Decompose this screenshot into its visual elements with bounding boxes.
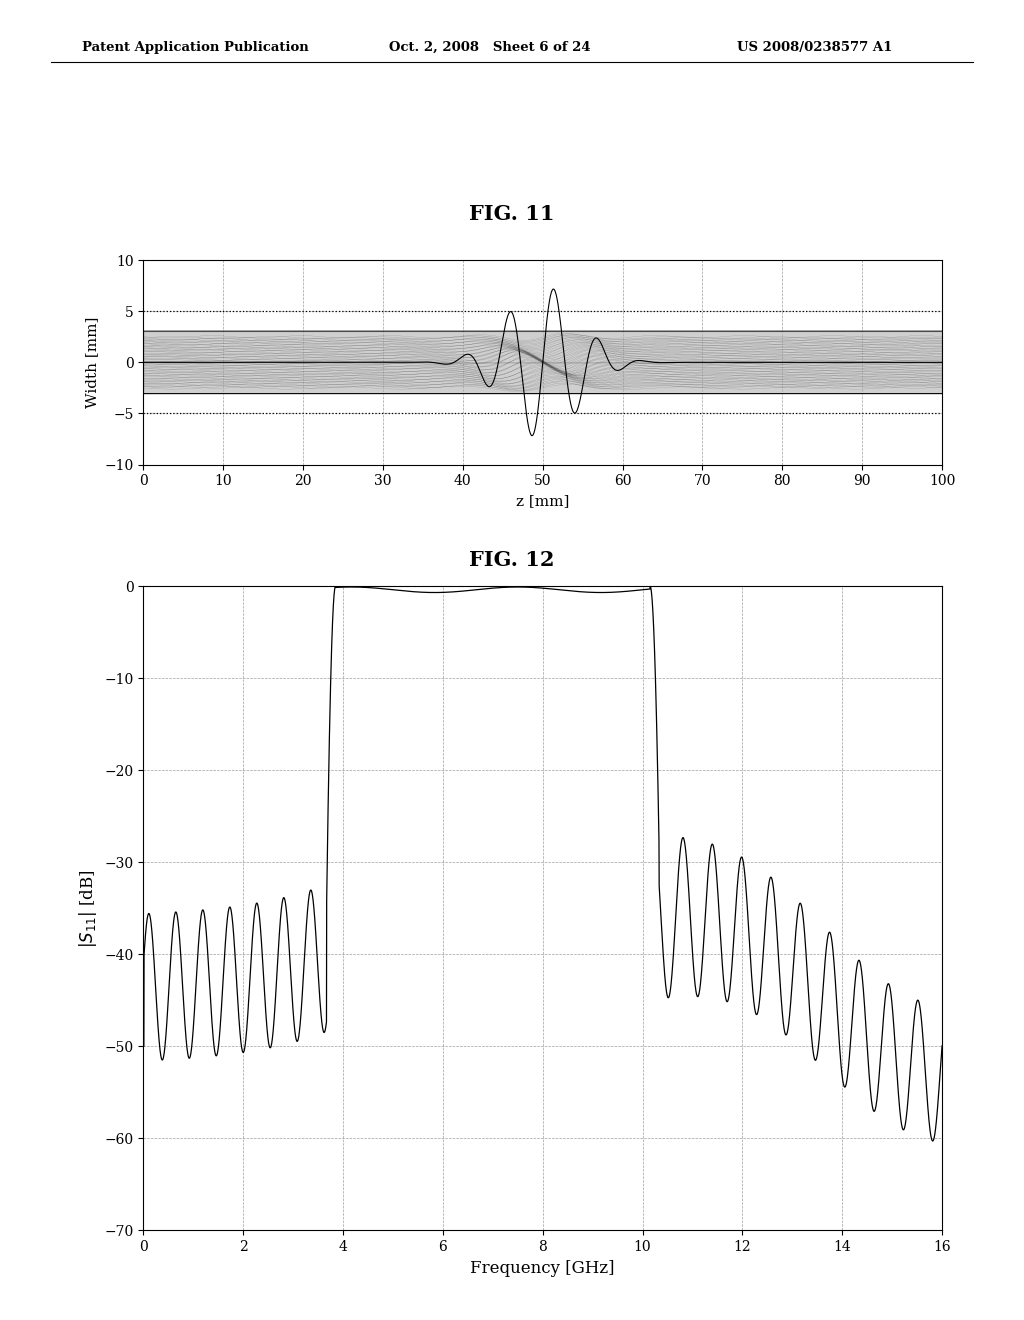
Text: Patent Application Publication: Patent Application Publication <box>82 41 308 54</box>
Y-axis label: Width [mm]: Width [mm] <box>85 317 99 408</box>
X-axis label: Frequency [GHz]: Frequency [GHz] <box>470 1259 615 1276</box>
X-axis label: z [mm]: z [mm] <box>516 494 569 508</box>
Text: FIG. 11: FIG. 11 <box>469 203 555 224</box>
Text: Oct. 2, 2008   Sheet 6 of 24: Oct. 2, 2008 Sheet 6 of 24 <box>389 41 591 54</box>
Text: US 2008/0238577 A1: US 2008/0238577 A1 <box>737 41 893 54</box>
Y-axis label: $|S_{11}|$ [dB]: $|S_{11}|$ [dB] <box>77 869 99 948</box>
Text: FIG. 12: FIG. 12 <box>469 549 555 570</box>
